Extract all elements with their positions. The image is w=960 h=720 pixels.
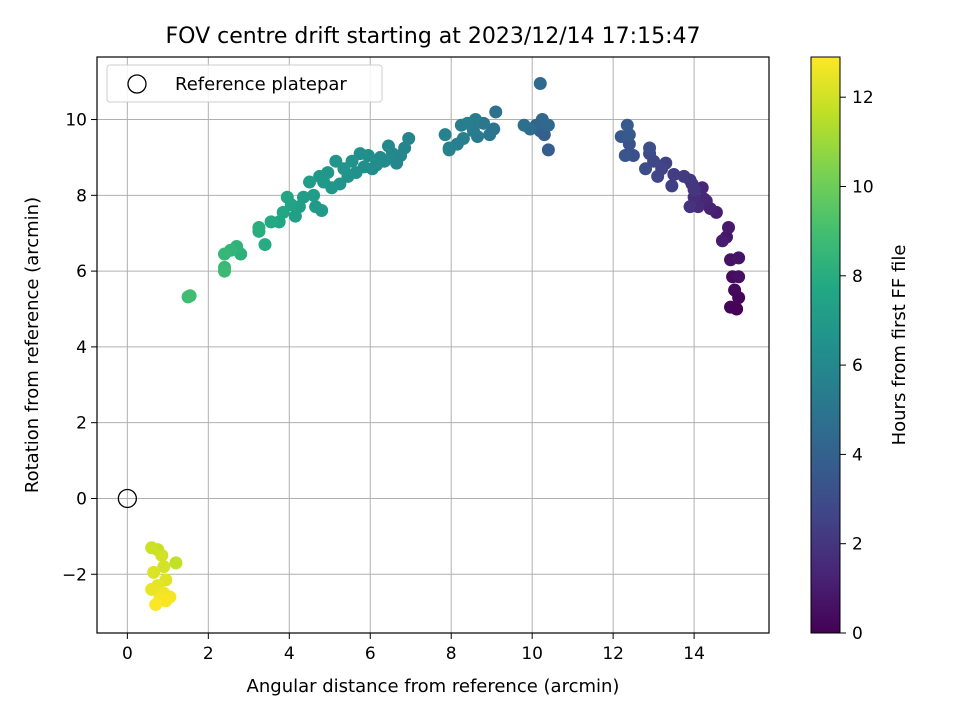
legend-marker-reference — [127, 74, 147, 94]
data-point — [159, 594, 173, 608]
data-point — [145, 541, 159, 555]
data-point — [489, 105, 503, 119]
data-points — [145, 77, 746, 612]
data-point — [683, 200, 697, 214]
data-point — [288, 209, 302, 223]
y-axis-label: Rotation from reference (arcmin) — [22, 197, 43, 493]
colorbar-tick-label: 12 — [852, 88, 874, 108]
x-tick-label: 2 — [203, 644, 214, 664]
data-point — [313, 169, 327, 183]
y-tick-label: 4 — [76, 338, 87, 358]
data-point — [541, 143, 555, 157]
colorbar-tick-label: 10 — [852, 177, 874, 197]
y-tick-label: −2 — [62, 565, 87, 585]
x-tick-label: 4 — [284, 644, 295, 664]
y-tick-label: 2 — [76, 414, 87, 434]
data-point — [442, 143, 456, 157]
data-point — [307, 188, 321, 202]
data-point — [533, 77, 547, 91]
reference-platepar-marker — [117, 488, 138, 509]
data-point — [309, 200, 323, 214]
colorbar-tick-label: 0 — [852, 624, 863, 644]
x-tick-label: 14 — [683, 644, 705, 664]
colorbar-tick-label: 2 — [852, 535, 863, 555]
x-tick-label: 0 — [122, 644, 133, 664]
data-point — [438, 128, 452, 142]
data-point — [145, 582, 159, 596]
data-point — [541, 118, 555, 132]
data-point — [169, 556, 183, 570]
data-point — [732, 251, 746, 265]
data-point — [715, 234, 729, 248]
y-tick-label: 10 — [65, 111, 87, 131]
data-point — [620, 118, 634, 132]
data-point — [639, 162, 653, 176]
colorbar-tick-label: 8 — [852, 267, 863, 287]
data-point — [264, 215, 278, 229]
y-tick-label: 8 — [76, 186, 87, 206]
data-point — [183, 289, 197, 303]
data-point — [454, 118, 468, 132]
data-point — [149, 598, 163, 612]
data-point — [157, 560, 171, 574]
colorbar-tick-label: 4 — [852, 445, 863, 465]
chart-title: FOV centre drift starting at 2023/12/14 … — [166, 24, 701, 49]
data-point — [218, 264, 232, 278]
data-point — [724, 300, 738, 314]
data-point — [732, 270, 746, 284]
data-point — [643, 141, 657, 155]
colorbar-label: Hours from first FF file — [889, 245, 910, 446]
data-point — [381, 139, 395, 153]
data-point — [517, 118, 531, 132]
x-tick-label: 12 — [602, 644, 624, 664]
data-point — [258, 238, 272, 252]
data-point — [722, 221, 736, 235]
x-axis-label: Angular distance from reference (arcmin) — [247, 676, 620, 697]
data-point — [252, 221, 266, 235]
data-point — [218, 247, 232, 261]
data-point — [728, 283, 742, 297]
data-point — [483, 128, 497, 142]
legend: Reference platepar — [106, 64, 383, 103]
data-point — [618, 149, 632, 163]
data-point — [147, 565, 161, 579]
plot-frame — [96, 56, 770, 634]
y-tick-label: 0 — [76, 489, 87, 509]
data-point — [651, 169, 665, 183]
x-tick-label: 6 — [365, 644, 376, 664]
grid — [97, 57, 769, 633]
data-point — [677, 169, 691, 183]
x-tick-label: 10 — [521, 644, 543, 664]
legend-entry-reference: Reference platepar — [175, 74, 347, 95]
data-point — [329, 154, 343, 168]
colorbar-ticks: 0 2 4 6 8 10 12 — [840, 88, 874, 644]
colorbar — [810, 56, 841, 634]
y-axis-ticks: −2 0 2 4 6 8 10 — [62, 111, 97, 585]
data-point — [155, 548, 169, 562]
data-point — [665, 179, 679, 193]
x-tick-label: 8 — [446, 644, 457, 664]
x-axis-ticks: 0 2 4 6 8 10 12 14 — [122, 633, 705, 664]
colorbar-tick-label: 6 — [852, 356, 863, 376]
legend-box — [106, 64, 383, 103]
data-point — [303, 175, 317, 189]
data-point — [280, 190, 294, 204]
y-tick-label: 6 — [76, 262, 87, 282]
data-point — [667, 167, 681, 181]
